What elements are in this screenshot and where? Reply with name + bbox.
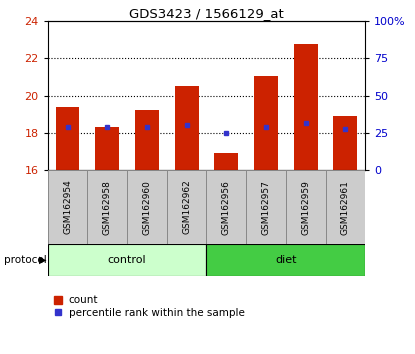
- Text: control: control: [108, 255, 146, 265]
- Text: GSM162958: GSM162958: [103, 179, 112, 235]
- Bar: [48, 244, 207, 276]
- Bar: [254, 76, 278, 170]
- FancyBboxPatch shape: [167, 170, 207, 244]
- FancyBboxPatch shape: [48, 170, 88, 244]
- FancyBboxPatch shape: [127, 170, 167, 244]
- Bar: [56, 107, 80, 170]
- Text: GSM162956: GSM162956: [222, 179, 231, 235]
- Text: GSM162962: GSM162962: [182, 180, 191, 234]
- Bar: [215, 153, 238, 170]
- FancyBboxPatch shape: [286, 170, 325, 244]
- Bar: [95, 127, 119, 170]
- Text: GSM162961: GSM162961: [341, 179, 350, 235]
- Title: GDS3423 / 1566129_at: GDS3423 / 1566129_at: [129, 7, 284, 20]
- Bar: [175, 86, 198, 170]
- Text: diet: diet: [275, 255, 297, 265]
- Legend: count, percentile rank within the sample: count, percentile rank within the sample: [53, 296, 244, 318]
- FancyBboxPatch shape: [88, 170, 127, 244]
- Text: GSM162957: GSM162957: [261, 179, 271, 235]
- FancyBboxPatch shape: [246, 170, 286, 244]
- Text: ▶: ▶: [39, 255, 46, 265]
- Text: protocol: protocol: [4, 255, 47, 265]
- FancyBboxPatch shape: [207, 170, 246, 244]
- Bar: [135, 110, 159, 170]
- Bar: [333, 116, 357, 170]
- Bar: [207, 244, 365, 276]
- Bar: [294, 44, 317, 170]
- Text: GSM162960: GSM162960: [142, 179, 151, 235]
- Text: GSM162959: GSM162959: [301, 179, 310, 235]
- Text: GSM162954: GSM162954: [63, 180, 72, 234]
- FancyBboxPatch shape: [325, 170, 365, 244]
